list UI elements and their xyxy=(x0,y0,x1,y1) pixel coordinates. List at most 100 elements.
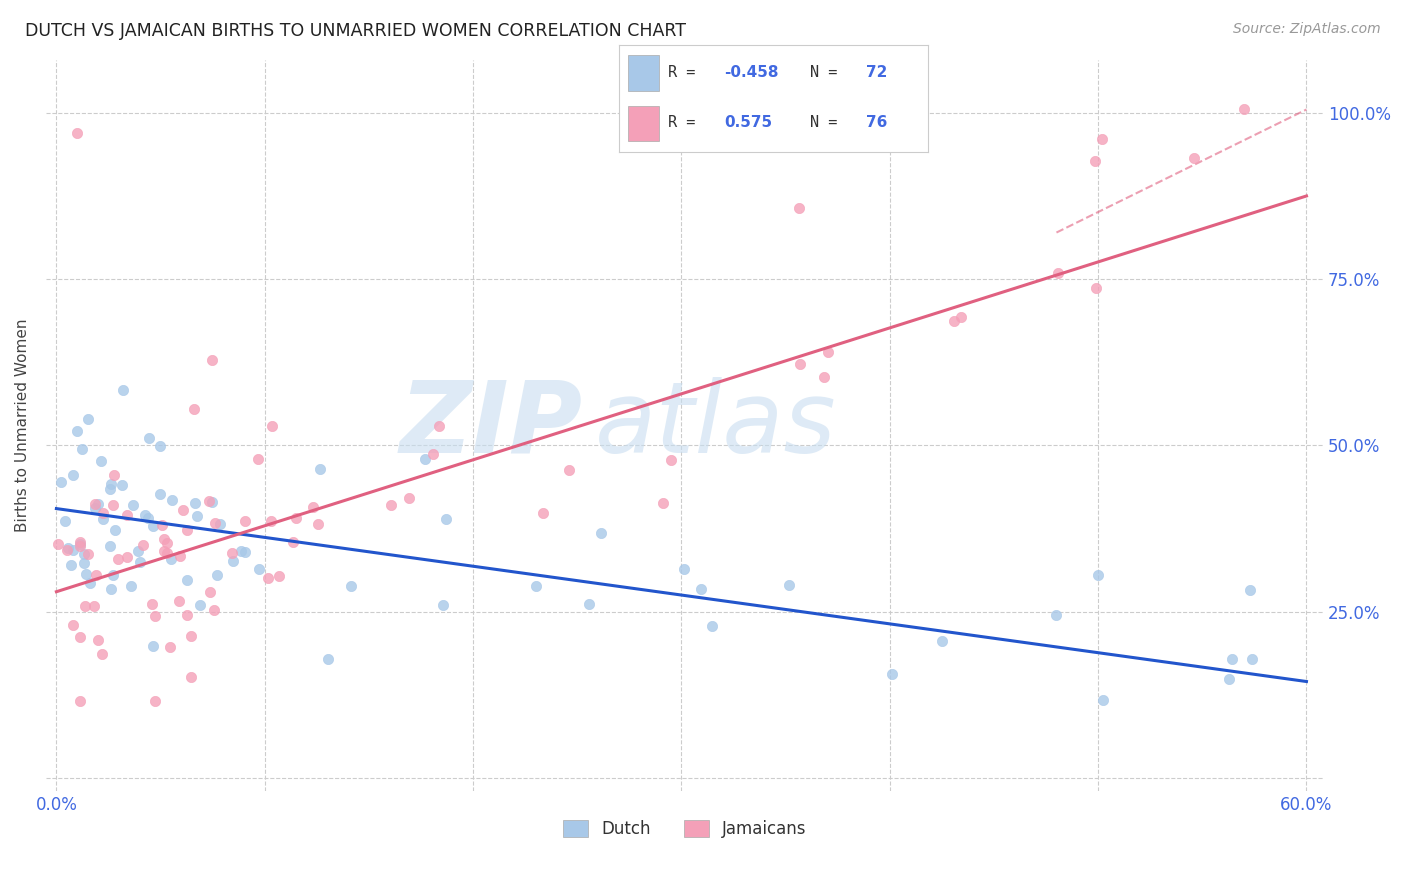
Point xyxy=(558,463,581,477)
Point xyxy=(309,462,332,476)
FancyBboxPatch shape xyxy=(628,55,659,91)
Point xyxy=(1087,568,1109,582)
Point xyxy=(183,402,205,417)
Point xyxy=(84,497,107,511)
Point xyxy=(262,419,284,434)
Point xyxy=(55,542,77,557)
Point xyxy=(307,516,329,531)
Point xyxy=(186,509,208,524)
Point xyxy=(943,314,966,328)
Point xyxy=(787,201,810,215)
Point xyxy=(87,633,110,648)
Point xyxy=(1045,608,1067,623)
Point xyxy=(111,478,134,492)
Legend: Dutch, Jamaicans: Dutch, Jamaicans xyxy=(555,814,813,845)
Point xyxy=(75,567,97,582)
Text: N =: N = xyxy=(810,115,846,129)
Point xyxy=(188,598,211,612)
Point xyxy=(432,599,454,613)
Point xyxy=(134,508,156,522)
Point xyxy=(176,607,198,622)
Point xyxy=(285,510,308,524)
Point xyxy=(202,603,225,617)
Point xyxy=(112,383,135,397)
Point xyxy=(422,447,444,461)
Point xyxy=(1182,151,1205,165)
Point xyxy=(1240,651,1263,665)
Point xyxy=(53,514,76,528)
Point xyxy=(84,567,107,582)
Point xyxy=(49,475,72,490)
Point xyxy=(531,506,554,520)
Point xyxy=(172,503,194,517)
Point xyxy=(176,524,198,538)
Text: N =: N = xyxy=(810,65,846,80)
Point xyxy=(702,619,724,633)
Point xyxy=(813,369,835,384)
Text: -0.458: -0.458 xyxy=(724,65,779,80)
Point xyxy=(931,634,953,648)
Point xyxy=(77,547,100,561)
Point xyxy=(98,482,121,496)
Point xyxy=(1220,651,1243,665)
Point xyxy=(689,582,711,597)
Text: 0.575: 0.575 xyxy=(724,115,772,129)
Point xyxy=(93,512,115,526)
Point xyxy=(115,549,138,564)
Point xyxy=(103,468,125,483)
Point xyxy=(101,568,124,582)
Point xyxy=(104,523,127,537)
Point xyxy=(69,534,91,549)
Point xyxy=(132,538,155,552)
Point xyxy=(176,574,198,588)
Point xyxy=(159,640,181,654)
Point xyxy=(136,511,159,525)
Point xyxy=(143,694,166,708)
Text: R =: R = xyxy=(668,65,704,80)
Point xyxy=(180,630,202,644)
Point xyxy=(789,357,811,371)
Point xyxy=(128,555,150,569)
Point xyxy=(201,352,224,367)
Point xyxy=(142,519,165,533)
Point xyxy=(117,508,139,523)
Point xyxy=(339,579,361,593)
Point xyxy=(1092,693,1115,707)
Point xyxy=(659,453,682,467)
Point xyxy=(652,496,675,510)
Text: 76: 76 xyxy=(866,115,887,129)
Point xyxy=(796,103,818,117)
Text: Source: ZipAtlas.com: Source: ZipAtlas.com xyxy=(1233,22,1381,37)
Point xyxy=(156,535,179,549)
Point xyxy=(84,500,107,515)
Point xyxy=(524,579,547,593)
Point xyxy=(1239,583,1261,598)
Point xyxy=(267,569,290,583)
Point xyxy=(91,506,114,520)
Y-axis label: Births to Unmarried Women: Births to Unmarried Women xyxy=(15,318,30,533)
Point xyxy=(183,496,205,510)
Point xyxy=(156,546,179,560)
Point xyxy=(1085,281,1108,295)
Point xyxy=(204,516,226,531)
Point xyxy=(434,512,457,526)
Point xyxy=(1233,103,1256,117)
Point xyxy=(260,514,283,528)
Point xyxy=(98,539,121,553)
Point xyxy=(673,562,696,576)
Point xyxy=(221,546,243,560)
Point xyxy=(1218,673,1240,687)
Point xyxy=(77,412,100,426)
Point xyxy=(143,609,166,624)
Point xyxy=(107,552,129,566)
Point xyxy=(380,499,402,513)
Point xyxy=(91,647,114,661)
Point xyxy=(222,554,245,568)
Point xyxy=(73,547,96,561)
Point xyxy=(180,670,202,684)
Point xyxy=(817,345,839,359)
Point xyxy=(153,533,176,547)
Point xyxy=(149,487,172,501)
Point xyxy=(159,552,181,566)
Point xyxy=(209,517,232,532)
